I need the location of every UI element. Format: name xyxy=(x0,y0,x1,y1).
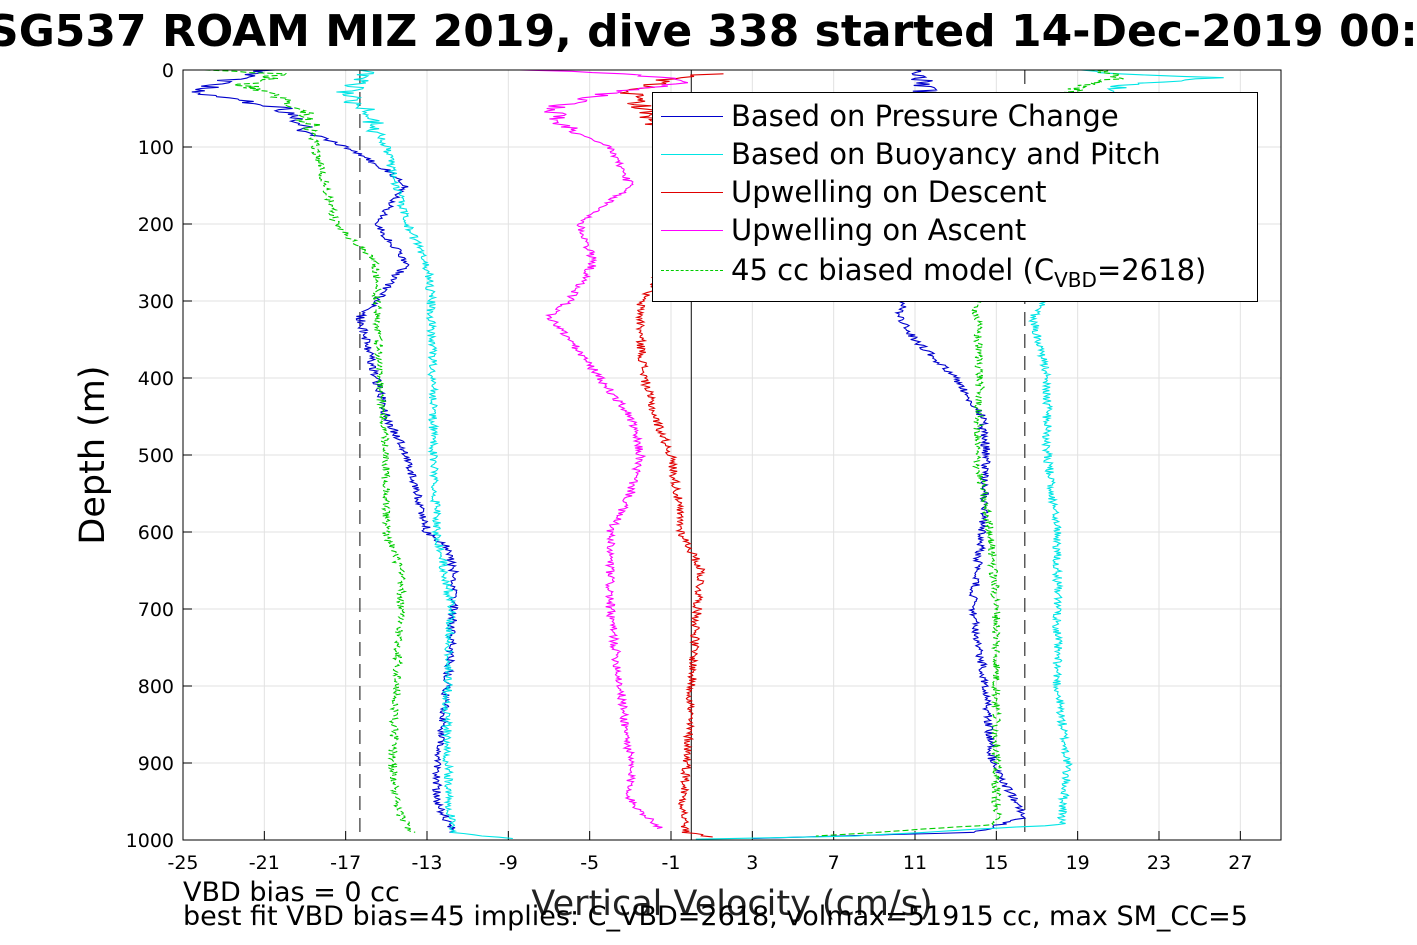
x-tick-label: 19 xyxy=(1066,852,1090,874)
legend-label: Upwelling on Ascent xyxy=(731,213,1027,247)
x-tick-label: 27 xyxy=(1228,852,1252,874)
x-tick-label: -5 xyxy=(580,852,599,874)
best-fit-note: best fit VBD bias=45 implies: C_VBD=2618… xyxy=(183,901,1248,932)
chart-title-text: SG537 ROAM MIZ 2019, dive 338 started 14… xyxy=(0,6,1417,57)
x-tick-label: 7 xyxy=(828,852,840,874)
y-tick-label: 600 xyxy=(138,522,174,544)
legend-item: Based on Buoyancy and Pitch xyxy=(653,135,1257,173)
legend-model-sub: VBD xyxy=(1054,268,1097,292)
vbd-bias-note: VBD bias = 0 cc xyxy=(183,877,400,908)
y-tick-label: 200 xyxy=(138,214,174,236)
legend-label: Based on Buoyancy and Pitch xyxy=(731,137,1161,171)
x-tick-label: -9 xyxy=(499,852,518,874)
x-tick-label: -25 xyxy=(167,852,198,874)
series-line xyxy=(191,69,460,833)
y-tick-labels: 0 100 200 300 400 500 600 700 800 900 1000 xyxy=(126,60,174,852)
plot-frame xyxy=(182,69,1282,841)
legend-model-suffix: =2618) xyxy=(1096,253,1207,287)
legend-swatch xyxy=(661,154,723,155)
legend-swatch xyxy=(661,230,723,231)
series-line xyxy=(519,69,689,830)
y-tick-label: 800 xyxy=(138,676,174,698)
x-tick-label: 23 xyxy=(1147,852,1171,874)
y-tick-label: 700 xyxy=(138,599,174,621)
legend-label: Based on Pressure Change xyxy=(731,99,1119,133)
legend-label: Upwelling on Descent xyxy=(731,175,1047,209)
y-tick-label: 500 xyxy=(138,445,174,467)
legend-swatch xyxy=(661,270,723,271)
y-tick-label: 400 xyxy=(138,368,174,390)
legend-swatch xyxy=(661,192,723,193)
legend-model-prefix: 45 cc biased model (C xyxy=(731,253,1055,287)
series-line xyxy=(336,69,513,840)
x-axis-label: Vertical Velocity (cm/s) xyxy=(531,884,932,924)
x-tick-label: 15 xyxy=(984,852,1008,874)
y-tick-label: 1000 xyxy=(126,830,174,852)
x-tick-label: -13 xyxy=(411,852,442,874)
x-tick-label: 11 xyxy=(903,852,927,874)
legend-item: Upwelling on Ascent xyxy=(653,211,1257,249)
legend-label: 45 cc biased model (CVBD=2618) xyxy=(731,251,1207,292)
x-tick-label: -1 xyxy=(662,852,681,874)
legend-item: Based on Pressure Change xyxy=(653,97,1257,135)
legend-item: 45 cc biased model (CVBD=2618) xyxy=(653,251,1257,292)
legend-swatch xyxy=(661,116,723,117)
x-tick-labels: -25 -21 -17 -13 -9 -5 -1 3 7 11 15 19 23 27 xyxy=(167,852,1252,874)
y-axis-label: Depth (m) xyxy=(73,365,113,544)
y-tick-label: 100 xyxy=(138,137,174,159)
y-tick-label: 300 xyxy=(138,291,174,313)
y-tick-label: 900 xyxy=(138,753,174,775)
legend-item: Upwelling on Descent xyxy=(653,173,1257,211)
x-tick-label: 3 xyxy=(746,852,758,874)
x-tick-label: -17 xyxy=(330,852,361,874)
series-line xyxy=(204,69,416,833)
y-tick-label: 0 xyxy=(162,60,174,82)
x-tick-label: -21 xyxy=(249,852,280,874)
legend: Based on Pressure Change Based on Buoyan… xyxy=(652,92,1258,302)
